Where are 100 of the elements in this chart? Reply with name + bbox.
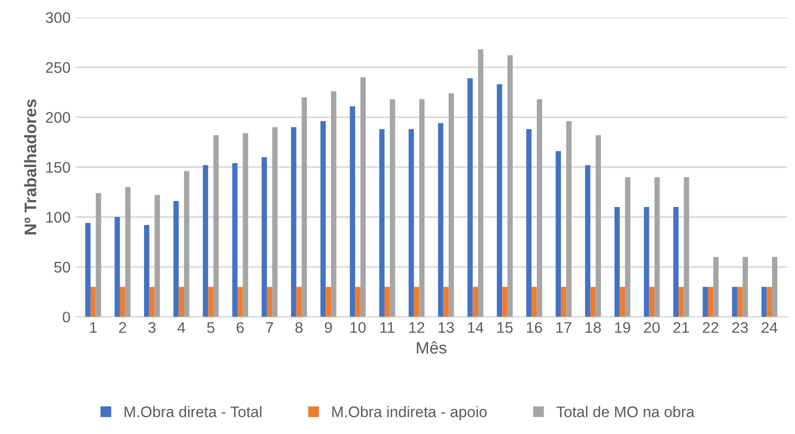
bar bbox=[742, 256, 748, 317]
bar bbox=[154, 195, 160, 317]
x-tick-label: 20 bbox=[644, 322, 660, 333]
bar bbox=[85, 222, 91, 317]
bar bbox=[644, 207, 650, 317]
bar bbox=[532, 286, 537, 317]
x-tick-label: 1 bbox=[90, 322, 97, 333]
bar bbox=[213, 135, 219, 317]
bar bbox=[149, 286, 155, 317]
bar bbox=[620, 286, 626, 317]
bar bbox=[355, 286, 360, 317]
bar bbox=[242, 133, 248, 317]
bar bbox=[232, 163, 238, 317]
bar bbox=[478, 49, 484, 317]
x-tick-label: 3 bbox=[148, 322, 156, 333]
bar bbox=[443, 286, 449, 317]
x-tick-label: 12 bbox=[409, 322, 424, 333]
bar bbox=[713, 256, 719, 317]
bar bbox=[737, 286, 743, 317]
y-axis-title: Nº Trabalhadores bbox=[24, 99, 36, 234]
bar bbox=[262, 157, 267, 317]
bar bbox=[184, 171, 190, 317]
bar bbox=[708, 286, 714, 317]
bar bbox=[238, 286, 243, 317]
bar bbox=[379, 129, 385, 317]
bar bbox=[350, 106, 356, 317]
y-tick-label: 250 bbox=[46, 62, 70, 73]
x-tick-label: 4 bbox=[177, 322, 186, 333]
bar bbox=[390, 99, 396, 317]
bar bbox=[291, 127, 296, 317]
bar bbox=[496, 84, 502, 317]
x-tick-label: 22 bbox=[702, 322, 718, 333]
y-tick-label: 150 bbox=[46, 162, 70, 173]
x-tick-label: 15 bbox=[497, 322, 513, 333]
x-axis-title: Mês bbox=[416, 341, 446, 354]
x-tick-label: 23 bbox=[732, 322, 748, 333]
bar bbox=[596, 135, 601, 317]
y-tick-label: 200 bbox=[46, 112, 70, 123]
x-tick-label: 13 bbox=[438, 322, 454, 333]
bar bbox=[526, 129, 532, 317]
bar bbox=[467, 78, 473, 317]
bar bbox=[625, 177, 630, 317]
bar bbox=[649, 286, 654, 317]
bar bbox=[202, 165, 208, 317]
bar bbox=[536, 99, 542, 317]
bar bbox=[502, 286, 508, 317]
x-tick-label: 5 bbox=[207, 322, 214, 333]
legend-label: M.Obra direta - Total bbox=[124, 406, 262, 418]
y-tick-label: 100 bbox=[46, 212, 70, 223]
x-tick-label: 24 bbox=[762, 322, 778, 333]
x-tick-label: 19 bbox=[615, 322, 630, 333]
legend-label: M.Obra indireta - apoio bbox=[332, 406, 487, 420]
x-tick-label: 2 bbox=[119, 322, 126, 333]
bar bbox=[414, 286, 420, 317]
bar bbox=[766, 286, 772, 317]
bar bbox=[208, 286, 214, 317]
x-tick-label: 6 bbox=[236, 322, 244, 333]
x-tick-label: 9 bbox=[324, 322, 332, 333]
bar bbox=[360, 77, 366, 317]
bar bbox=[614, 207, 620, 317]
bar bbox=[507, 55, 513, 317]
bar bbox=[761, 286, 767, 317]
bar bbox=[331, 91, 336, 317]
bar bbox=[702, 286, 708, 317]
bar bbox=[654, 177, 660, 317]
y-tick-label: 0 bbox=[62, 312, 70, 323]
y-tick-label: 50 bbox=[54, 262, 70, 273]
bar bbox=[772, 256, 778, 317]
bar bbox=[556, 151, 561, 317]
bar bbox=[266, 286, 272, 317]
legend-label: Total de MO na obra bbox=[556, 406, 695, 418]
bar bbox=[732, 286, 738, 317]
bar bbox=[120, 286, 126, 317]
bar bbox=[144, 224, 150, 317]
x-tick-label: 11 bbox=[380, 322, 394, 333]
bar bbox=[585, 165, 590, 317]
y-tick-label: 300 bbox=[46, 12, 70, 24]
x-tick-label: 7 bbox=[266, 322, 274, 333]
bar bbox=[678, 286, 684, 317]
bar bbox=[90, 286, 96, 317]
bar bbox=[302, 97, 307, 317]
x-tick-label: 10 bbox=[350, 322, 366, 333]
bar bbox=[448, 93, 454, 317]
bar bbox=[408, 129, 414, 317]
x-tick-label: 8 bbox=[295, 322, 303, 333]
bar bbox=[320, 121, 326, 317]
x-tick-label: 14 bbox=[468, 322, 484, 333]
bar bbox=[590, 286, 596, 317]
x-tick-label: 18 bbox=[586, 322, 601, 333]
bar bbox=[684, 177, 690, 317]
bar bbox=[566, 121, 572, 317]
bar bbox=[125, 187, 131, 317]
bar bbox=[673, 207, 679, 317]
bar bbox=[173, 201, 179, 317]
x-tick-label: 21 bbox=[673, 322, 689, 333]
bar bbox=[560, 286, 566, 317]
bar bbox=[296, 286, 302, 317]
bar bbox=[419, 99, 425, 317]
bar bbox=[272, 127, 278, 317]
bar bbox=[114, 217, 120, 317]
